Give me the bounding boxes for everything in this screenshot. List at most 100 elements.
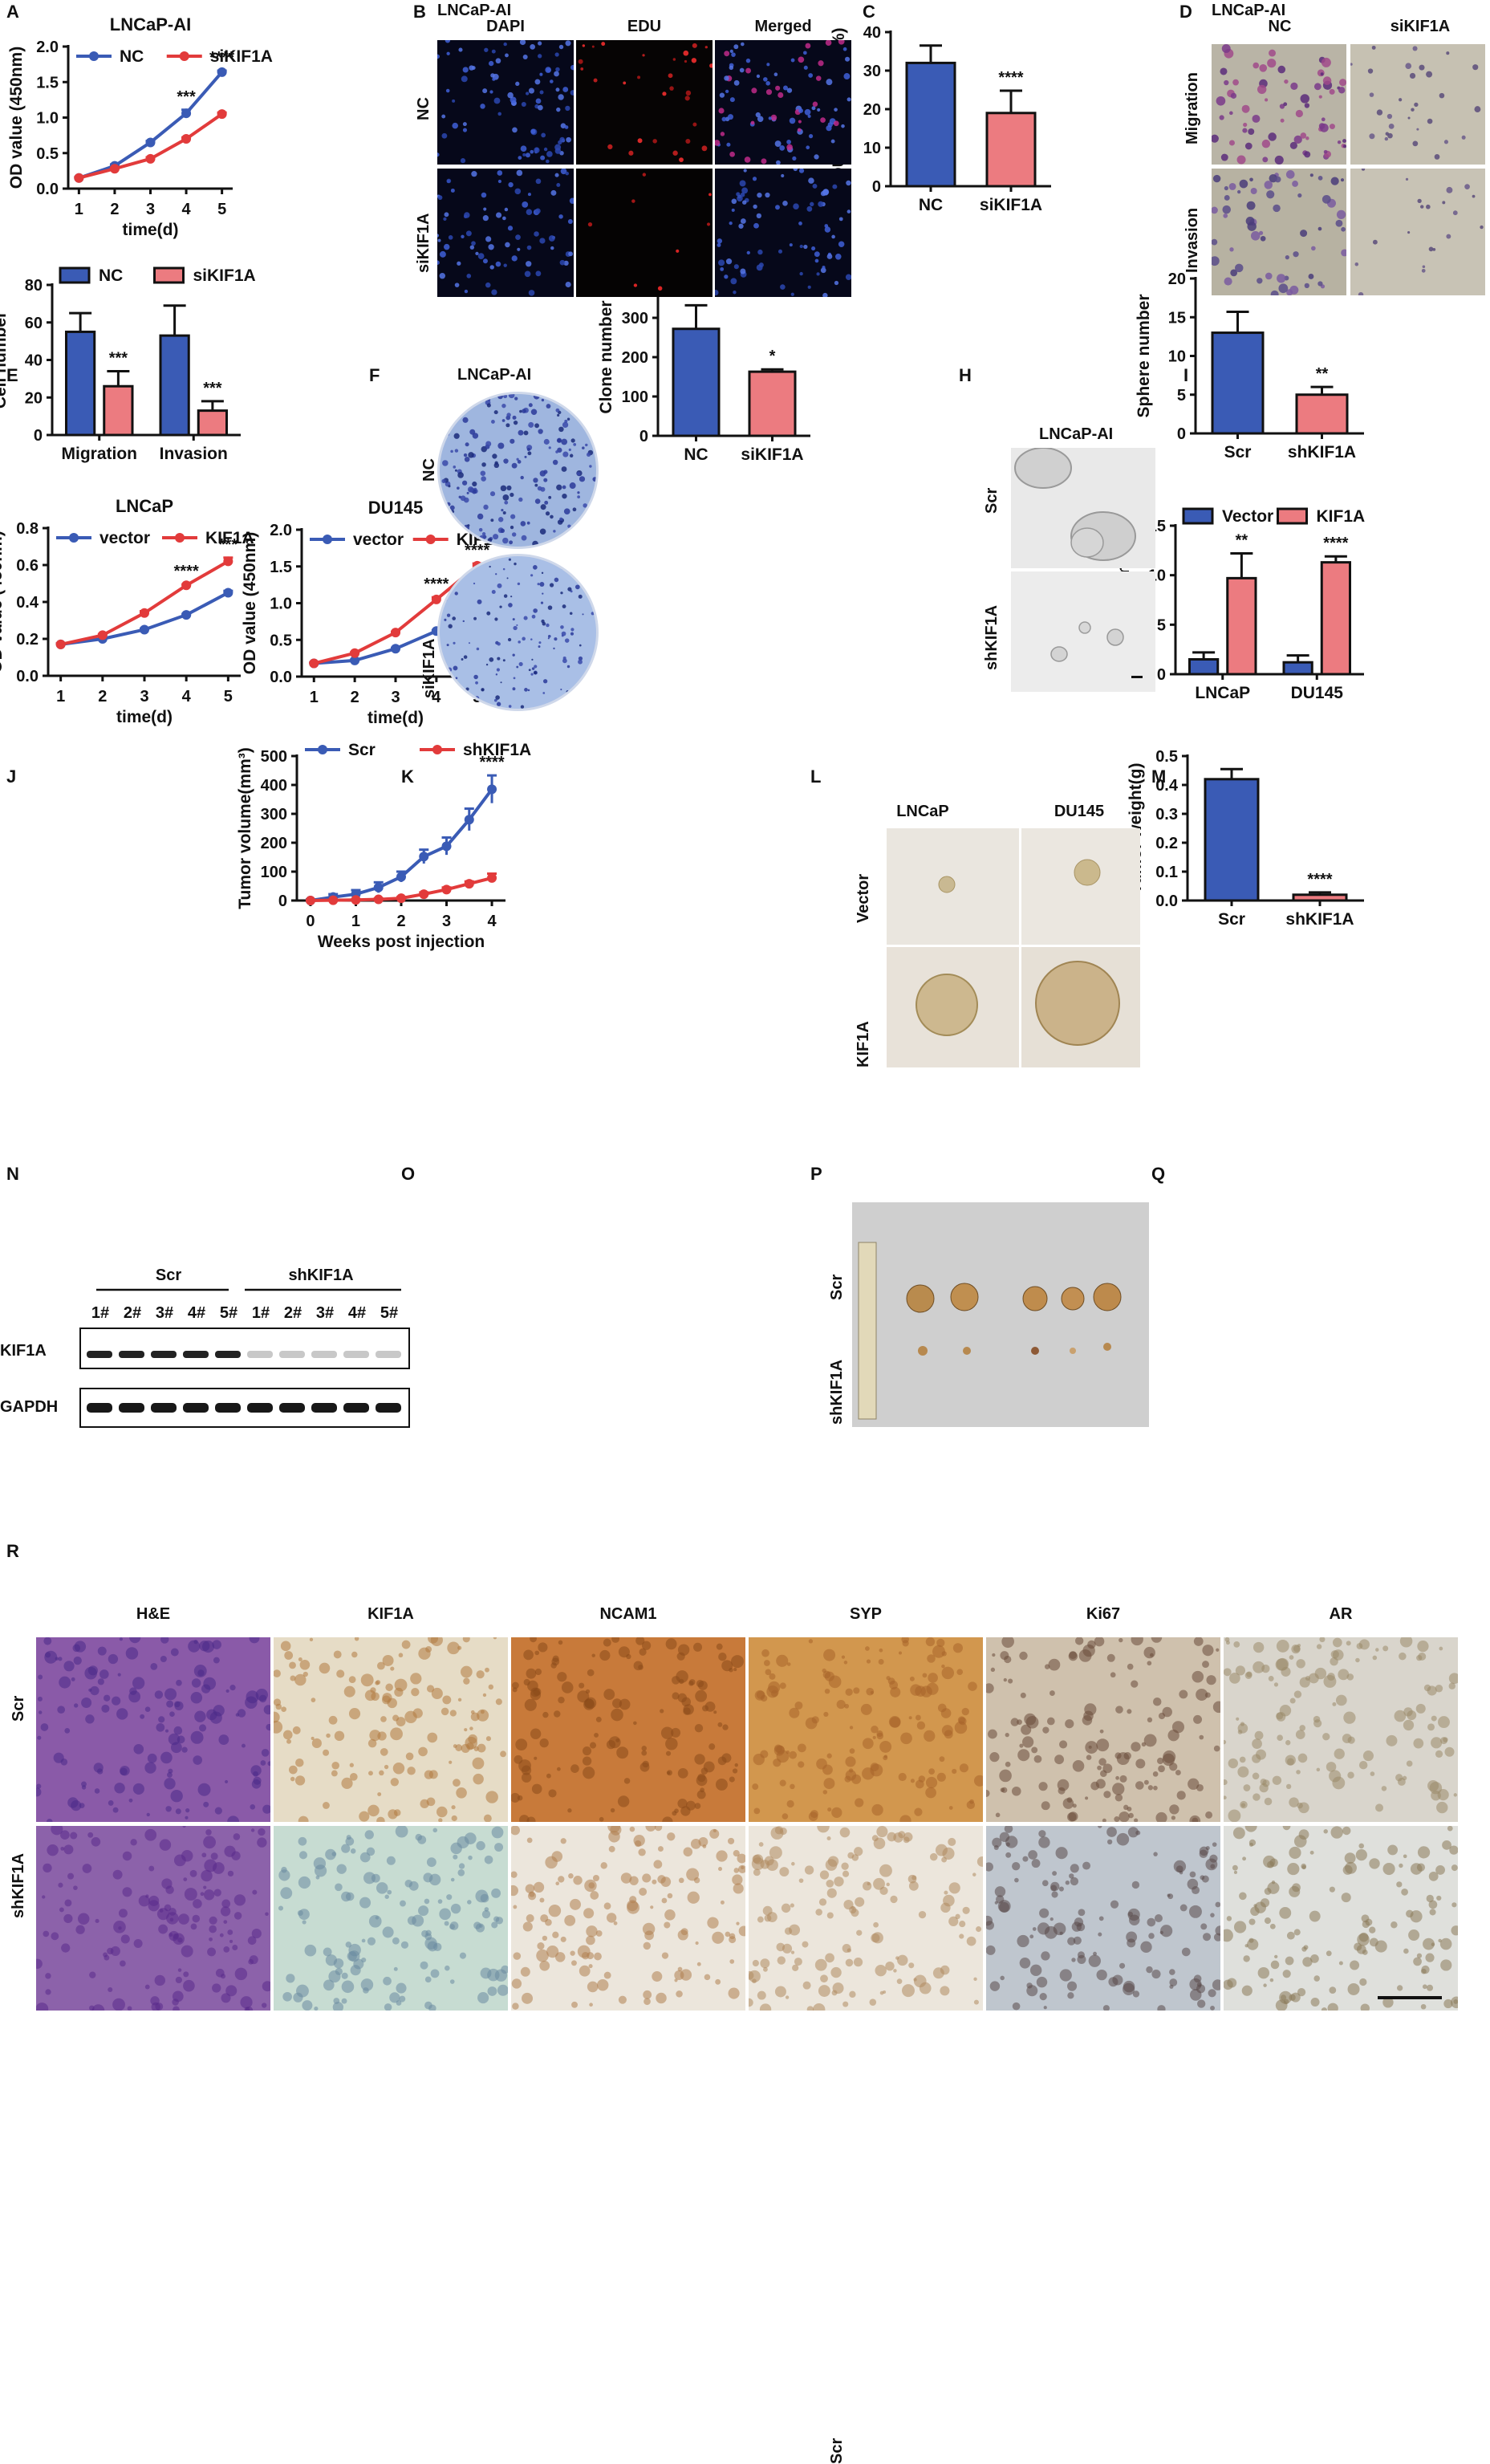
ihc-col-1: KIF1A — [367, 1605, 414, 1623]
chart-i-category-label: Scr — [1224, 443, 1252, 461]
blot-lane-label: 3# — [316, 1304, 334, 1322]
chart-j-point — [140, 608, 149, 618]
chart-j-ytick-label: 0.8 — [16, 520, 39, 538]
chart-m-legend-swatch — [1277, 507, 1308, 525]
chart-j-xtick-label: 1 — [56, 688, 65, 705]
chart-a-point — [74, 173, 84, 183]
chart-o-ytick-label: 100 — [261, 864, 287, 881]
panel-label-c: C — [863, 2, 875, 22]
chart-g-ytick-label: 200 — [622, 349, 648, 367]
chart-j-xtick-label: 4 — [182, 688, 192, 705]
chart-g-ytick-label: 300 — [622, 310, 648, 327]
chart-o-point — [396, 872, 406, 882]
chart-j-point — [223, 556, 233, 567]
blot-band-kif1a — [87, 1351, 112, 1358]
chart-k-point — [309, 658, 319, 669]
chart-i-ytick-label: 0 — [1177, 425, 1186, 443]
chart-k-title: DU145 — [368, 498, 423, 518]
chart-i-significance: ** — [1316, 365, 1329, 383]
chart-j-ytick-label: 0.0 — [16, 668, 39, 685]
ihc-col-4: Ki67 — [1086, 1605, 1121, 1623]
chart-o-point — [351, 895, 361, 905]
chart-o-point — [419, 852, 429, 862]
chart-q-ytick-label: 0.1 — [1155, 864, 1178, 881]
scale-bar — [1131, 676, 1143, 678]
chart-c-category-label: NC — [919, 196, 943, 214]
chart-e-legend-label: siKIF1A — [193, 266, 256, 285]
chart-g-bar — [672, 327, 721, 437]
ihc-col-5: AR — [1329, 1605, 1353, 1623]
panel-f-row-nc: NC — [420, 458, 438, 482]
panel-label-n: N — [6, 1164, 19, 1184]
blot-band-gapdh — [247, 1403, 273, 1413]
panel-l-sphere-images: LNCaP DU145 Vector KIF1A — [810, 762, 1140, 1100]
chart-j-legend-label: KIF1A — [205, 529, 254, 547]
panel-d-col-nc: NC — [1268, 18, 1292, 35]
chart-k-legend-marker — [425, 535, 436, 544]
chart-i-category-label: shKIF1A — [1288, 443, 1356, 461]
panel-l-row-vector: Vector — [855, 873, 872, 923]
panel-label-h: H — [959, 365, 972, 385]
chart-e-bar — [65, 330, 96, 437]
chart-j-xtick-label: 5 — [224, 688, 233, 705]
chart-g-ylabel: Clone number — [597, 300, 615, 413]
ihc-col-2: NCAM1 — [599, 1605, 657, 1623]
panel-n-western-blot: Scr shKIF1A 1# 2# 3# 4# 5# 1# 2# 3# 4# 5# KIF1A G… — [0, 1164, 417, 1445]
chart-q-ytick-label: 0.3 — [1155, 806, 1178, 823]
blot-lane-label: 4# — [188, 1304, 205, 1322]
chart-c-ytick-label: 20 — [863, 101, 881, 119]
ihc-image-r1-c4 — [986, 1826, 1220, 2011]
chart-j-legend-marker — [175, 533, 185, 543]
blot-band-gapdh — [279, 1403, 305, 1413]
chart-m-bar — [1226, 576, 1257, 676]
chart-c-edu-bar: 010203040EDU positive cell(%)NCsiKIF1A**… — [830, 24, 1051, 214]
tumor-photo — [852, 1202, 1149, 1427]
chart-a-xlabel: time(d) — [123, 221, 179, 239]
chart-o-point — [373, 882, 384, 892]
blot-lane-label: 2# — [284, 1304, 302, 1322]
sphere-du145-kif1a — [1021, 947, 1140, 1067]
panel-label-r: R — [6, 1541, 19, 1561]
blot-lane-label: 2# — [124, 1304, 141, 1322]
chart-a-ytick-label: 2.0 — [36, 39, 59, 56]
chart-o-tumor-volume: 0 100 200 300 400 500 Tumor volume(mm³) 0 1 2 3 4We… — [236, 741, 531, 951]
blot-kif1a-frame — [79, 1328, 410, 1369]
panel-label-m: M — [1151, 766, 1167, 787]
chart-j-title: LNCaP — [116, 496, 173, 516]
chart-o-ytick-label: 400 — [261, 777, 287, 795]
chart-o-ytick-label: 200 — [261, 835, 287, 852]
ihc-col-3: SYP — [849, 1605, 883, 1623]
chart-j-ytick-label: 0.4 — [16, 594, 39, 612]
chart-k-xlabel: time(d) — [367, 709, 424, 727]
chart-j-ylabel: OD value (450nm) — [0, 531, 6, 673]
sphere-du145-vector — [1021, 828, 1140, 945]
chart-a-point — [109, 164, 120, 174]
ihc-image-r1-c0 — [36, 1826, 270, 2011]
panel-label-p: P — [810, 1164, 822, 1184]
chart-m-legend-label: Vector — [1222, 507, 1273, 526]
blot-band-kif1a — [119, 1351, 144, 1358]
panel-label-o: O — [401, 1164, 416, 1184]
panel-label-e: E — [6, 365, 18, 385]
panel-p-row-scr: Scr — [828, 2438, 846, 2464]
blot-band-gapdh — [215, 1403, 241, 1413]
panel-b-row-nc: NC — [415, 97, 432, 120]
chart-o-point — [419, 889, 429, 900]
chart-g-ytick-label: 100 — [622, 388, 648, 406]
blot-band-kif1a — [215, 1351, 241, 1358]
chart-i-bar — [1211, 331, 1265, 435]
blot-band-gapdh — [343, 1403, 369, 1413]
chart-g-category-label: NC — [684, 445, 708, 464]
chart-q-ytick-label: 0.5 — [1155, 748, 1178, 766]
chart-o-ylabel: Tumor volume(mm³) — [236, 747, 254, 909]
chart-c-ytick-label: 10 — [863, 140, 881, 157]
chart-e-ytick-label: 0 — [34, 427, 43, 445]
chart-o-point — [396, 893, 406, 904]
panel-label-j: J — [6, 766, 17, 787]
chart-q-ytick-label: 0.2 — [1155, 835, 1178, 852]
chart-j-xlabel: time(d) — [116, 708, 173, 726]
chart-o-point — [464, 815, 474, 825]
chart-e-significance: *** — [203, 380, 222, 397]
chart-o-point — [441, 841, 452, 852]
chart-i-sphere-bar: 0 5 10 15 20 Sphere number Scr shKIF1A ** — [1135, 270, 1364, 461]
